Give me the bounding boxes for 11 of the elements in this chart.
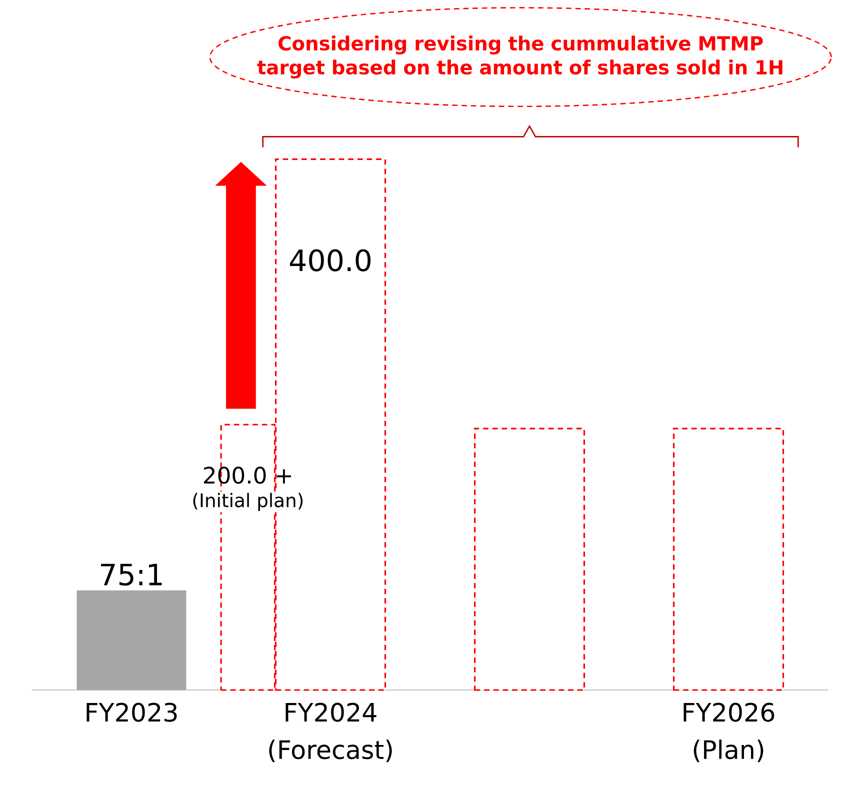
x-tick-label: FY2026 (Plan) bbox=[684, 702, 774, 762]
annotation: (Initial plan) bbox=[193, 492, 303, 511]
x-tick-label: FY2024 (Forecast) bbox=[269, 702, 392, 762]
text: Considering revising the cummulative MTMP target based on the amount of shares sold in 1H bbox=[257, 35, 782, 78]
x-tick-label: FY2023 bbox=[86, 702, 177, 722]
data-label: 200.0 + bbox=[204, 466, 292, 484]
bar bbox=[672, 428, 784, 691]
data-label: 75:1 bbox=[100, 564, 162, 586]
bar bbox=[474, 428, 586, 691]
data-label: 400.0 bbox=[290, 249, 371, 272]
bar bbox=[76, 590, 186, 690]
